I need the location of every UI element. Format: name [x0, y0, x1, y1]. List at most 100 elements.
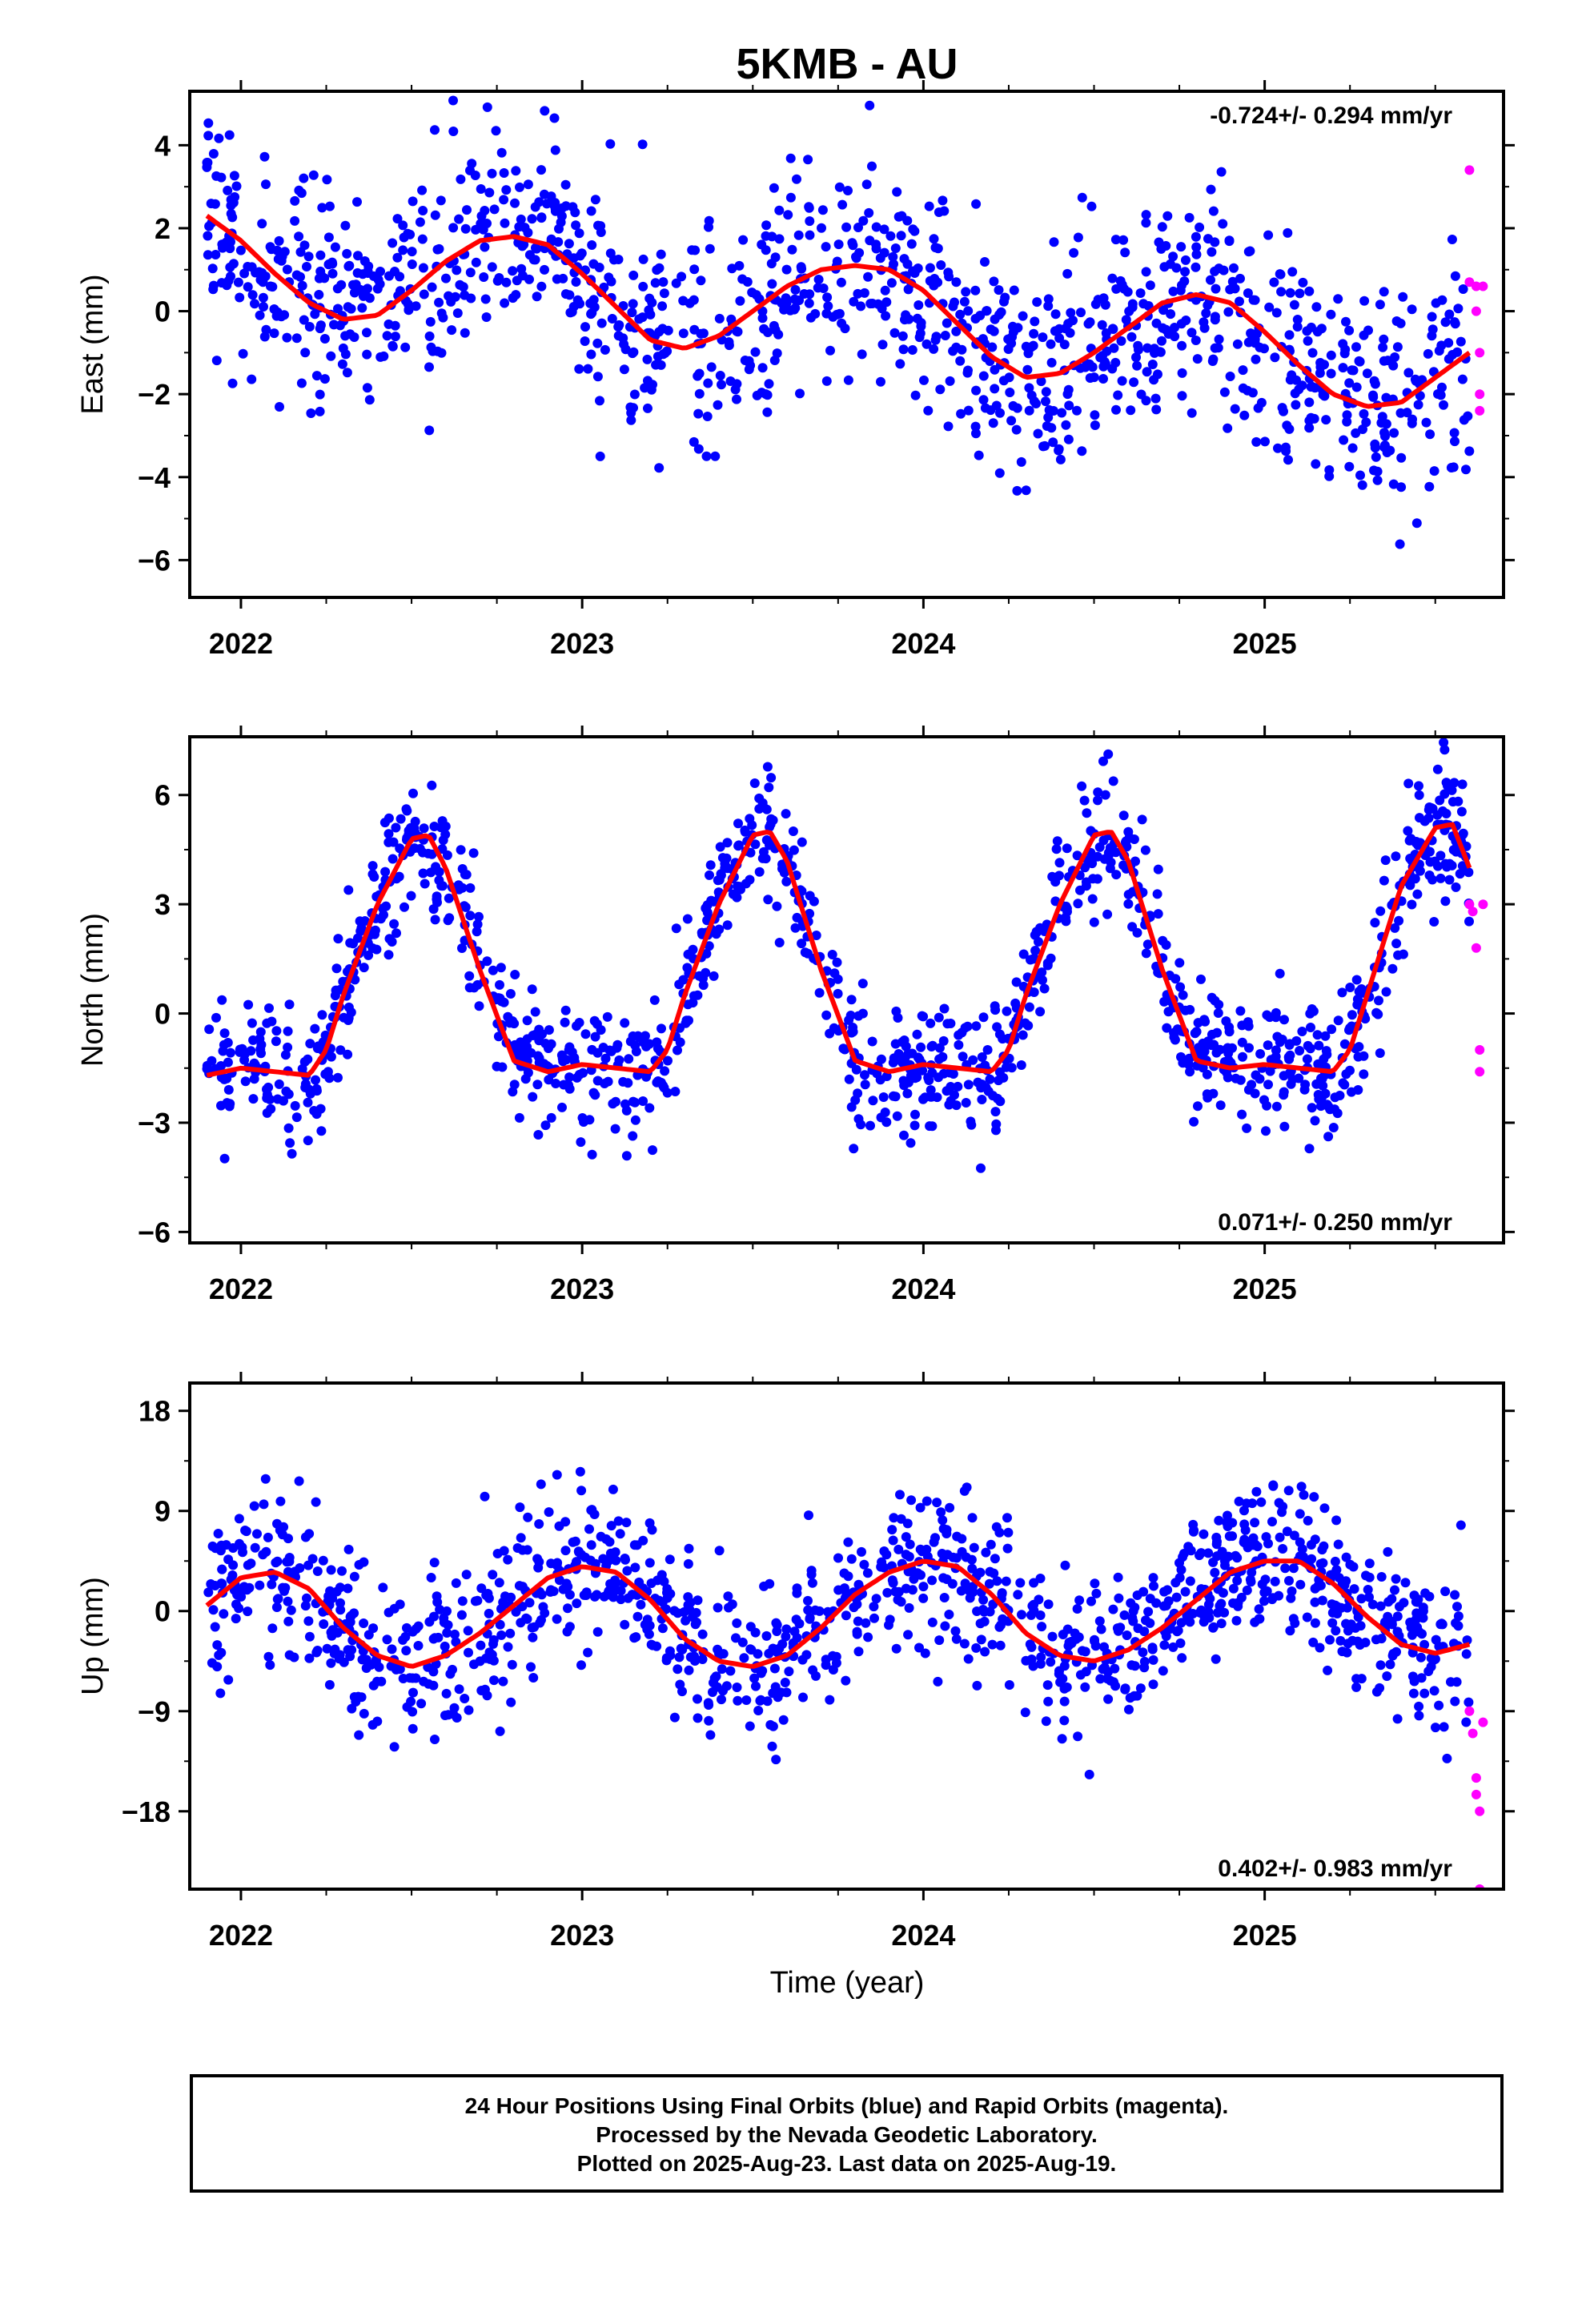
data-point — [811, 931, 821, 940]
data-point — [805, 908, 815, 919]
data-point — [693, 1694, 702, 1704]
data-point — [923, 1072, 934, 1083]
y-tick-label: 9 — [155, 1495, 171, 1528]
data-point — [1003, 1527, 1014, 1538]
data-point — [1176, 1051, 1186, 1062]
data-point — [1361, 1570, 1371, 1581]
data-point — [472, 1595, 483, 1606]
data-point — [740, 825, 750, 835]
data-point — [363, 266, 373, 276]
data-point — [259, 1499, 269, 1510]
data-point — [1161, 324, 1171, 335]
data-point — [893, 1544, 904, 1554]
data-point — [300, 1601, 311, 1611]
data-point — [1200, 1016, 1211, 1027]
data-point — [1168, 251, 1178, 262]
data-point — [211, 1543, 221, 1554]
data-point — [1413, 400, 1423, 410]
data-point — [931, 332, 942, 342]
data-point — [902, 1088, 913, 1099]
data-point — [1251, 354, 1261, 364]
data-point — [1400, 1578, 1411, 1588]
data-point — [419, 823, 429, 834]
data-point — [600, 344, 610, 355]
y-tick-label: −3 — [138, 1107, 171, 1140]
data-point — [311, 371, 322, 381]
data-point — [560, 289, 571, 300]
data-point — [240, 1076, 251, 1087]
data-point — [803, 948, 813, 959]
rapid-data-point — [1475, 1067, 1485, 1077]
data-point — [424, 1617, 435, 1627]
data-point — [985, 1074, 995, 1084]
data-point — [457, 883, 468, 893]
data-point — [408, 1723, 418, 1734]
data-point — [587, 1149, 597, 1160]
data-point — [420, 879, 430, 889]
data-point — [1383, 1597, 1394, 1607]
data-point — [1224, 236, 1235, 247]
data-point — [833, 988, 843, 999]
data-point — [944, 1100, 954, 1110]
data-point — [489, 1675, 499, 1686]
data-point — [1097, 320, 1107, 330]
data-point — [1381, 987, 1391, 997]
data-point — [384, 271, 394, 281]
data-point — [625, 402, 636, 412]
data-point — [908, 224, 918, 235]
data-point — [1347, 1087, 1356, 1097]
data-point — [989, 326, 999, 336]
data-point — [203, 158, 213, 167]
data-point — [1390, 923, 1400, 933]
data-point — [1336, 1602, 1347, 1613]
data-point — [881, 1072, 892, 1081]
data-point — [773, 1647, 783, 1658]
data-point — [540, 106, 550, 116]
east-y-axis-label: East (mm) — [76, 274, 110, 414]
data-point — [1143, 1606, 1154, 1617]
data-point — [977, 1080, 987, 1090]
data-point — [778, 1715, 789, 1725]
data-point — [1339, 435, 1349, 445]
data-point — [408, 1687, 418, 1698]
data-point — [607, 314, 617, 324]
data-point — [841, 222, 852, 232]
data-point — [1440, 1586, 1451, 1597]
data-point — [1091, 1588, 1102, 1598]
data-point — [516, 214, 526, 224]
data-point — [1351, 975, 1362, 985]
data-point — [880, 285, 890, 296]
data-point — [767, 279, 777, 289]
data-point — [881, 311, 891, 321]
data-point — [690, 245, 701, 255]
data-point — [1213, 1008, 1223, 1018]
data-point — [846, 1554, 857, 1564]
data-point — [1223, 307, 1234, 317]
data-point — [560, 1546, 571, 1556]
data-point — [857, 1008, 868, 1019]
data-point — [204, 221, 215, 231]
data-point — [411, 1673, 421, 1683]
data-point — [437, 844, 448, 854]
data-point — [1362, 368, 1372, 379]
data-point — [910, 1109, 920, 1120]
data-point — [1011, 424, 1022, 435]
data-point — [976, 1163, 986, 1173]
data-point — [890, 243, 901, 253]
data-point — [391, 928, 401, 939]
data-point — [496, 147, 507, 158]
data-point — [827, 950, 837, 959]
data-point — [703, 1698, 713, 1708]
data-point — [335, 320, 345, 331]
data-point — [1064, 400, 1074, 411]
data-point — [873, 299, 883, 309]
east-rapid-points — [1464, 165, 1488, 416]
data-point — [1251, 436, 1262, 447]
data-point — [709, 896, 719, 907]
data-point — [534, 1024, 544, 1035]
data-point — [1149, 1581, 1158, 1591]
data-point — [670, 1087, 681, 1096]
data-point — [756, 1695, 766, 1705]
data-point — [510, 970, 520, 979]
data-point — [1453, 1611, 1464, 1622]
